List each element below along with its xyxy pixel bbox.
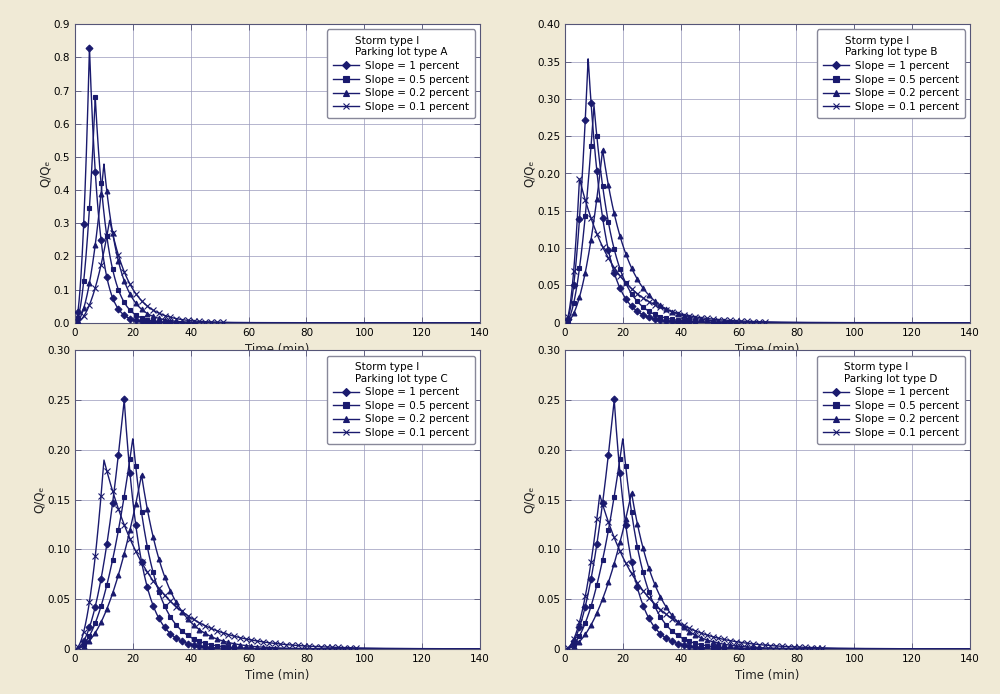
Y-axis label: Q/Qₑ: Q/Qₑ: [523, 160, 536, 187]
Legend: Slope = 1 percent, Slope = 0.5 percent, Slope = 0.2 percent, Slope = 0.1 percent: Slope = 1 percent, Slope = 0.5 percent, …: [817, 30, 965, 118]
X-axis label: Time (min): Time (min): [245, 343, 310, 356]
X-axis label: Time (min): Time (min): [735, 669, 800, 682]
Y-axis label: Q/Qₑ: Q/Qₑ: [33, 486, 46, 514]
Y-axis label: Q/Qₑ: Q/Qₑ: [39, 160, 52, 187]
Legend: Slope = 1 percent, Slope = 0.5 percent, Slope = 0.2 percent, Slope = 0.1 percent: Slope = 1 percent, Slope = 0.5 percent, …: [327, 356, 475, 444]
X-axis label: Time (min): Time (min): [735, 343, 800, 356]
Legend: Slope = 1 percent, Slope = 0.5 percent, Slope = 0.2 percent, Slope = 0.1 percent: Slope = 1 percent, Slope = 0.5 percent, …: [327, 30, 475, 118]
Y-axis label: Q/Qₑ: Q/Qₑ: [523, 486, 536, 514]
Legend: Slope = 1 percent, Slope = 0.5 percent, Slope = 0.2 percent, Slope = 0.1 percent: Slope = 1 percent, Slope = 0.5 percent, …: [817, 356, 965, 444]
X-axis label: Time (min): Time (min): [245, 669, 310, 682]
